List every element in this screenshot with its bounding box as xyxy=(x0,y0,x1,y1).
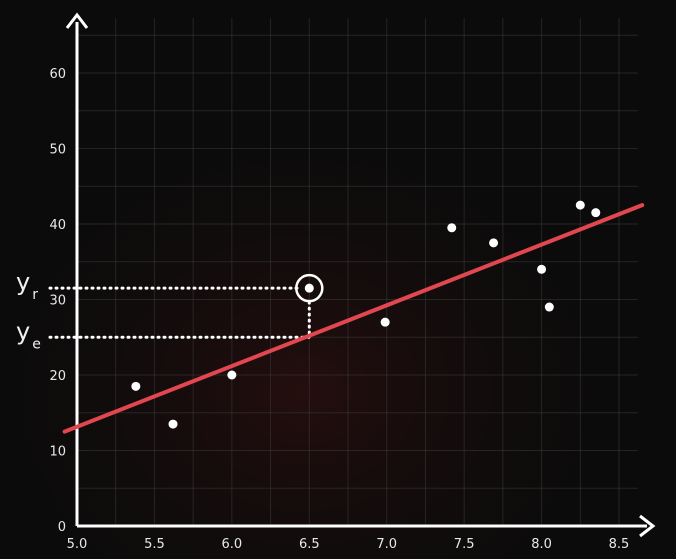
x-tick-label: 6.0 xyxy=(222,537,243,552)
x-tick-label: 5.0 xyxy=(67,537,88,552)
tick-labels: 5.0 5.5 6.0 6.5 7.0 7.5 8.0 8.5 0 10 20 30 40 50 60 xyxy=(49,67,629,552)
data-point xyxy=(380,317,390,327)
x-tick-label: 6.5 xyxy=(299,537,320,552)
data-point xyxy=(304,283,314,293)
highlight-guides xyxy=(48,286,311,339)
y-tick-label: 10 xyxy=(49,445,66,460)
regression-line xyxy=(62,203,645,434)
y-axis-arrow xyxy=(65,12,89,29)
data-point xyxy=(591,208,601,218)
x-tick-label: 5.5 xyxy=(144,537,165,552)
data-point xyxy=(168,419,178,429)
data-point xyxy=(575,200,585,210)
y-tick-label: 40 xyxy=(49,218,66,233)
y-tick-label: 60 xyxy=(49,67,66,82)
data-point xyxy=(537,264,547,274)
x-tick-label: 8.0 xyxy=(531,537,552,552)
data-point xyxy=(447,223,457,233)
grid-lines xyxy=(77,18,638,526)
y-tick-label: 20 xyxy=(49,369,66,384)
y-tick-label: 50 xyxy=(49,143,66,158)
x-tick-label: 7.5 xyxy=(454,537,475,552)
data-point xyxy=(489,238,499,248)
x-axis-arrow xyxy=(639,514,656,538)
data-point xyxy=(131,381,141,391)
x-tick-label: 7.0 xyxy=(376,537,397,552)
regression-line-group xyxy=(62,203,645,434)
axes xyxy=(65,12,656,538)
y-tick-label: 30 xyxy=(49,294,66,309)
data-point xyxy=(227,370,237,380)
x-tick-label: 8.5 xyxy=(609,537,630,552)
data-points xyxy=(131,200,601,429)
data-point xyxy=(544,302,554,312)
y-tick-label: 0 xyxy=(58,520,66,535)
highlight-ring xyxy=(295,273,324,303)
